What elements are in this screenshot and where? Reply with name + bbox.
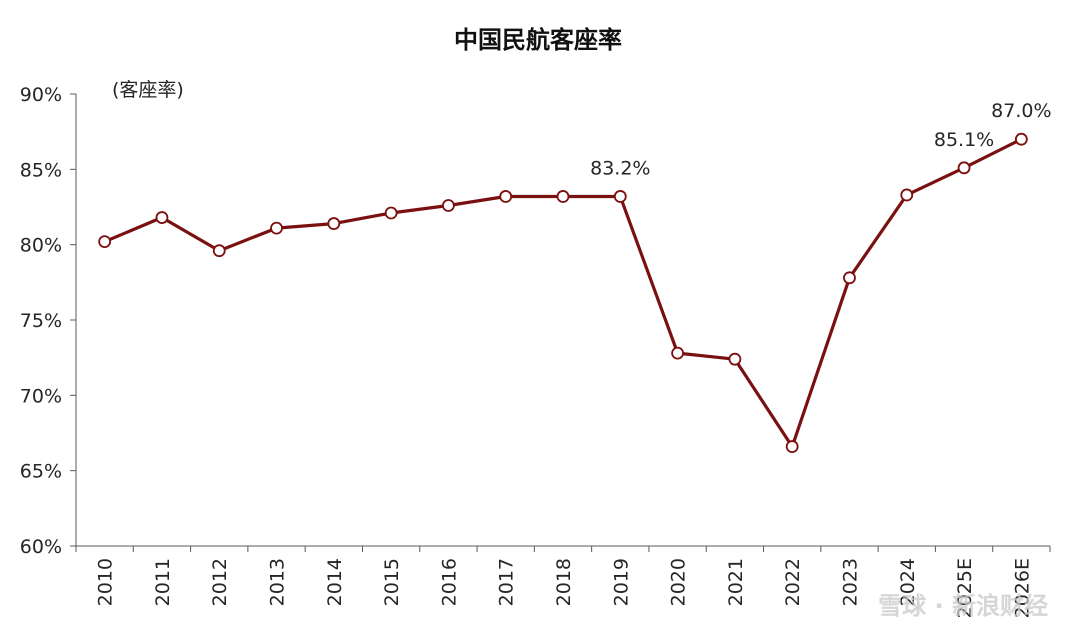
x-axis: 2010 2011 2012 2013 2014 2015 2016 2017 2018 2019… [75,545,1051,618]
x-tick-label: 2014 [324,558,346,606]
x-tick-label: 2026E [1011,558,1033,618]
data-point [843,271,856,285]
data-point [442,199,455,212]
data-label: 87.0% [991,100,1051,122]
data-label: 83.2% [590,157,650,179]
data-point [613,190,627,203]
x-tick-label: 2020 [668,558,690,606]
x-tick-label: 2023 [839,558,861,606]
x-tick-label: 2015 [381,558,403,606]
y-axis: 60% 65% 70% 75% 80% 85% 90% [20,84,77,558]
data-point [499,190,513,203]
data-point [728,352,742,366]
x-tick-label: 2022 [782,558,804,606]
watermark-text: 雪球 · 新浪财经 [878,592,1048,620]
data-point [1014,132,1028,146]
chart-title: 中国民航客座率 [454,26,622,54]
series-layer [98,132,1028,453]
x-tick-label: 2025E [954,558,976,618]
x-tick-label: 2021 [725,558,747,606]
y-tick-label: 70% [20,385,62,407]
y-tick-label: 60% [20,536,62,558]
data-point [155,211,169,224]
x-tick-label: 2018 [553,558,575,606]
data-point [98,235,112,249]
x-tick-label: 2016 [438,558,460,606]
data-point [556,190,570,203]
y-tick-label: 90% [20,84,62,106]
data-label: 85.1% [934,129,994,151]
unit-label: (客座率) [112,79,184,101]
data-point [957,161,971,175]
x-tick-label: 2012 [209,558,231,606]
y-tick-label: 75% [20,310,62,332]
y-tick-label: 85% [20,159,62,181]
data-point [212,244,226,258]
data-point [785,440,799,453]
series-line [102,137,1024,449]
data-point [671,346,684,360]
x-tick-label: 2019 [610,558,632,606]
data-point [384,206,398,220]
data-point [900,188,914,202]
x-tick-label: 2011 [152,558,174,606]
data-label-layer: 83.2% 85.1% 87.0% [590,100,1051,179]
y-tick-label: 80% [20,235,62,257]
x-tick-label: 2013 [267,558,289,606]
data-point [327,217,341,230]
data-point [270,221,283,235]
x-tick-label: 2024 [897,558,919,606]
y-tick-label: 65% [20,461,62,483]
x-tick-label: 2010 [95,558,117,606]
x-tick-label: 2017 [496,558,518,606]
